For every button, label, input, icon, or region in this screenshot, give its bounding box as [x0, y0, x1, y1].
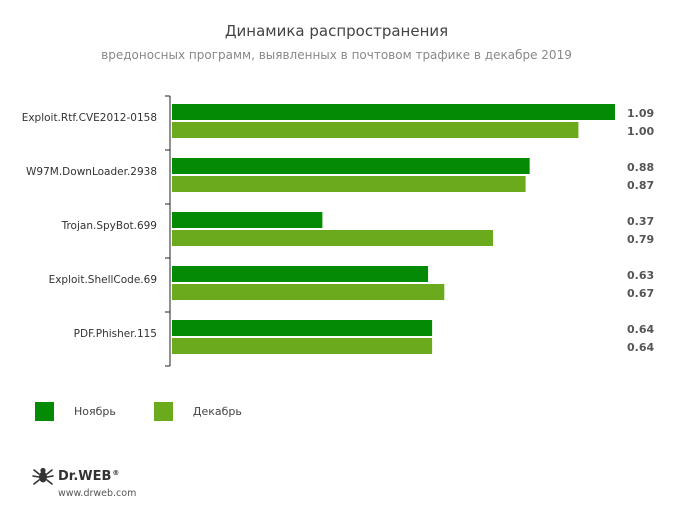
data-label: 0.79	[627, 233, 654, 246]
brand-url: www.drweb.com	[58, 488, 137, 499]
bar-december	[172, 176, 526, 192]
legend-item-december: Декабрь	[153, 402, 242, 421]
category-label: PDF.Phisher.115	[74, 328, 157, 340]
drweb-logo: Dr.WEB ® www.drweb.com	[32, 466, 136, 499]
bar-november	[172, 266, 429, 282]
data-label: 0.64	[627, 341, 654, 354]
chart-subtitle: вредоносных программ, выявленных в почто…	[101, 48, 572, 62]
legend-swatch-november	[35, 402, 54, 421]
bar-november	[172, 158, 530, 174]
bar-december	[172, 122, 579, 138]
legend: Ноябрь Декабрь	[35, 402, 280, 421]
legend-item-november: Ноябрь	[35, 402, 116, 421]
legend-label-november: Ноябрь	[74, 405, 116, 418]
legend-swatch-december	[153, 402, 173, 421]
category-label: Exploit.Rtf.CVE2012-0158	[22, 112, 157, 124]
bar-november	[172, 212, 323, 228]
category-label: W97M.DownLoader.2938	[26, 166, 157, 178]
data-label: 0.37	[627, 215, 654, 228]
brand-name: Dr.WEB	[58, 468, 112, 484]
data-label: 1.09	[627, 107, 654, 120]
legend-label-december: Декабрь	[192, 405, 242, 418]
bar-november	[172, 104, 615, 120]
bar-december	[172, 338, 433, 354]
data-label: 0.64	[627, 323, 654, 336]
data-label: 0.87	[627, 179, 654, 192]
data-label: 0.67	[627, 287, 654, 300]
bar-december	[172, 284, 445, 300]
chart-title: Динамика распространения	[224, 22, 449, 40]
spider-icon	[32, 467, 54, 485]
bar-december	[172, 230, 494, 246]
category-label: Trojan.SpyBot.699	[61, 220, 157, 232]
bar-november	[172, 320, 433, 336]
data-label: 0.63	[627, 269, 654, 282]
data-label: 1.00	[627, 125, 654, 138]
category-label: Exploit.ShellCode.69	[49, 274, 157, 286]
data-label: 0.88	[627, 161, 654, 174]
bar-chart: Exploit.Rtf.CVE2012-0158 1.09 1.00 W97M.Dow…	[22, 95, 654, 367]
